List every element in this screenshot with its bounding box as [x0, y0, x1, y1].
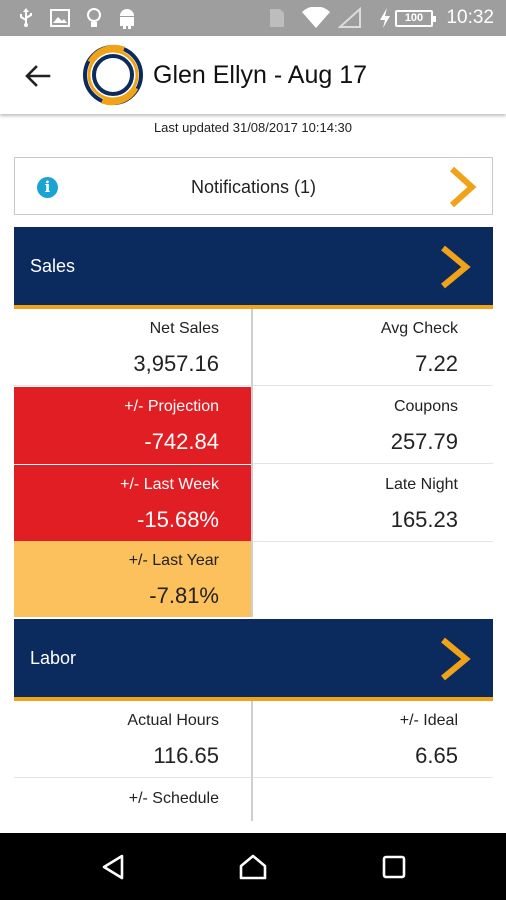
metric-value: 7.22: [415, 351, 458, 376]
nav-back-button[interactable]: [93, 847, 133, 887]
metric-last-year[interactable]: +/- Last Year -7.81%: [14, 541, 251, 617]
metric-label: Avg Check: [380, 320, 458, 337]
metric-late-night[interactable]: Late Night 165.23: [253, 465, 493, 542]
metric-value: 6.65: [415, 743, 458, 768]
metric-value: -742.84: [144, 429, 219, 454]
status-time: 10:32: [446, 7, 494, 28]
sales-title: Sales: [30, 256, 76, 276]
info-icon: i: [37, 177, 58, 198]
page-title: Glen Ellyn - Aug 17: [153, 61, 368, 89]
labor-title: Labor: [30, 648, 77, 668]
image-icon: [48, 0, 72, 36]
metric-actual-hours[interactable]: Actual Hours 116.65: [14, 701, 251, 778]
sales-header[interactable]: Sales: [14, 227, 493, 309]
metric-value: 116.65: [153, 743, 219, 768]
metric-avg-check[interactable]: Avg Check 7.22: [253, 309, 493, 386]
nav-home-button[interactable]: [233, 847, 273, 887]
metric-value: 257.79: [390, 429, 458, 454]
charging-icon: [376, 0, 394, 36]
wifi-icon: [300, 0, 332, 36]
chevron-right-icon: [441, 637, 471, 681]
notifications-label: Notifications (1): [190, 177, 317, 197]
triangle-back-icon: [102, 854, 124, 880]
usb-icon: [14, 0, 38, 36]
metric-label: +/- Last Week: [120, 476, 219, 493]
navigation-bar: [0, 833, 506, 900]
metric-label: +/- Last Year: [128, 552, 219, 569]
column-divider: [251, 309, 253, 617]
arrow-back-icon: [25, 65, 51, 87]
notifications-row[interactable]: Notifications (1) i: [14, 157, 493, 215]
metric-schedule[interactable]: +/- Schedule: [14, 779, 251, 833]
metric-label: +/- Ideal: [399, 712, 458, 729]
store-logo: [80, 40, 146, 110]
battery-indicator: 100: [395, 10, 436, 27]
sim-icon: [266, 0, 288, 36]
app-bar: Glen Ellyn - Aug 17: [0, 36, 506, 114]
last-updated-text: Last updated 31/08/2017 10:14:30: [153, 120, 353, 135]
metric-last-week[interactable]: +/- Last Week -15.68%: [14, 465, 251, 542]
metric-value: 165.23: [390, 507, 458, 532]
back-button[interactable]: [18, 56, 58, 96]
metric-label: Net Sales: [149, 320, 219, 337]
column-divider: [251, 701, 253, 821]
lightbulb-icon: [82, 0, 106, 36]
metric-label: +/- Schedule: [128, 790, 219, 807]
metric-label: Actual Hours: [127, 712, 219, 729]
chevron-right-icon: [441, 245, 471, 289]
metric-label: Coupons: [393, 398, 458, 415]
metric-value: -7.81%: [149, 583, 219, 608]
metric-value: -15.68%: [137, 507, 219, 532]
status-bar: 100 10:32: [0, 0, 506, 36]
labor-header[interactable]: Labor: [14, 619, 493, 701]
nav-recents-button[interactable]: [374, 847, 414, 887]
metric-label: Late Night: [385, 476, 458, 493]
metric-net-sales[interactable]: Net Sales 3,957.16: [14, 309, 251, 386]
android-icon: [114, 0, 140, 36]
metric-coupons[interactable]: Coupons 257.79: [253, 387, 493, 464]
chevron-right-icon: [449, 166, 477, 208]
home-icon: [239, 854, 267, 880]
metric-value: 3,957.16: [133, 351, 219, 376]
metric-label: +/- Projection: [124, 398, 219, 415]
metric-ideal[interactable]: +/- Ideal 6.65: [253, 701, 493, 778]
square-recents-icon: [382, 855, 406, 879]
signal-icon: [336, 0, 364, 36]
metric-projection[interactable]: +/- Projection -742.84: [14, 387, 251, 464]
